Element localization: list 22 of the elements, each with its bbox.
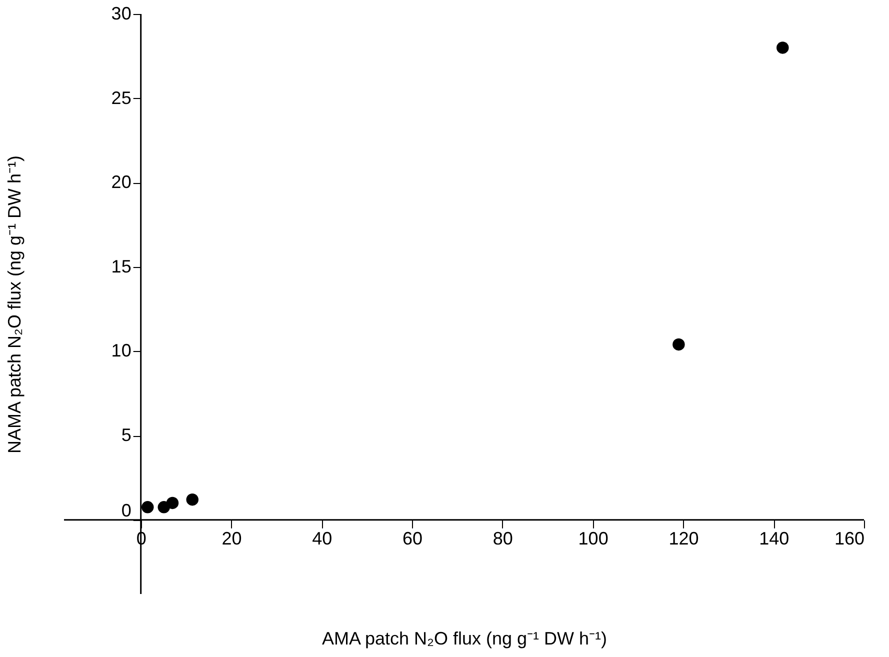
- x-tick-label: 120: [668, 528, 699, 548]
- point: [166, 496, 179, 510]
- x-tick-label: 140: [759, 528, 790, 548]
- point: [186, 493, 198, 506]
- point: [776, 42, 789, 54]
- x-tick-label: 60: [402, 528, 423, 548]
- x-tick-label: 100: [578, 528, 608, 548]
- x-tick-label: 20: [222, 528, 242, 548]
- x-tick-label: 40: [312, 528, 332, 548]
- y-axis-title: NAMA patch N₂O flux (ng g⁻¹ DW h⁻¹): [4, 155, 24, 454]
- y-tick-label: 0: [121, 500, 132, 520]
- y-tick-label: 15: [111, 256, 132, 276]
- x-tick-label: 160: [834, 528, 864, 548]
- point: [141, 501, 154, 514]
- point: [672, 338, 685, 351]
- y-tick-label: 10: [111, 340, 132, 361]
- y-tick-label: 25: [111, 88, 132, 108]
- x-axis-title: AMA patch N₂O flux (ng g⁻¹ DW h⁻¹): [322, 628, 608, 648]
- y-tick-label: 5: [121, 425, 132, 446]
- y-tick-label: 30: [111, 4, 132, 24]
- y-tick-label: 20: [111, 172, 132, 192]
- x-tick-label: 80: [492, 528, 513, 548]
